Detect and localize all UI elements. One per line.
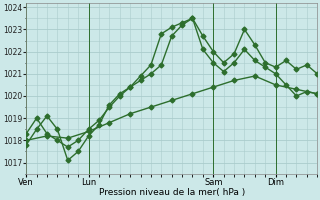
X-axis label: Pression niveau de la mer( hPa ): Pression niveau de la mer( hPa ): [99, 188, 245, 197]
